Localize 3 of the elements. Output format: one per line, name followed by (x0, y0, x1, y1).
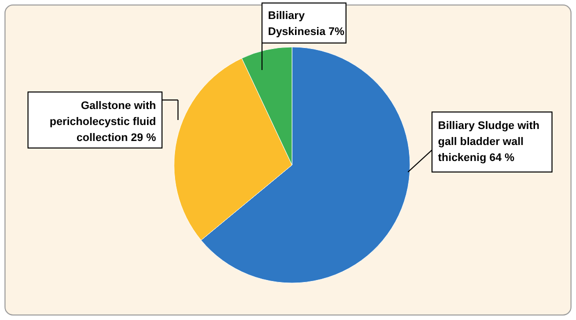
slice-label: Billiary Sludge with gall bladder wall thickenig 64 % (438, 120, 540, 164)
slice-label: Billiary Dyskinesia 7% (268, 10, 345, 38)
slice-label: Gallstone with pericholecystic fluid collection 29 % (50, 100, 156, 144)
